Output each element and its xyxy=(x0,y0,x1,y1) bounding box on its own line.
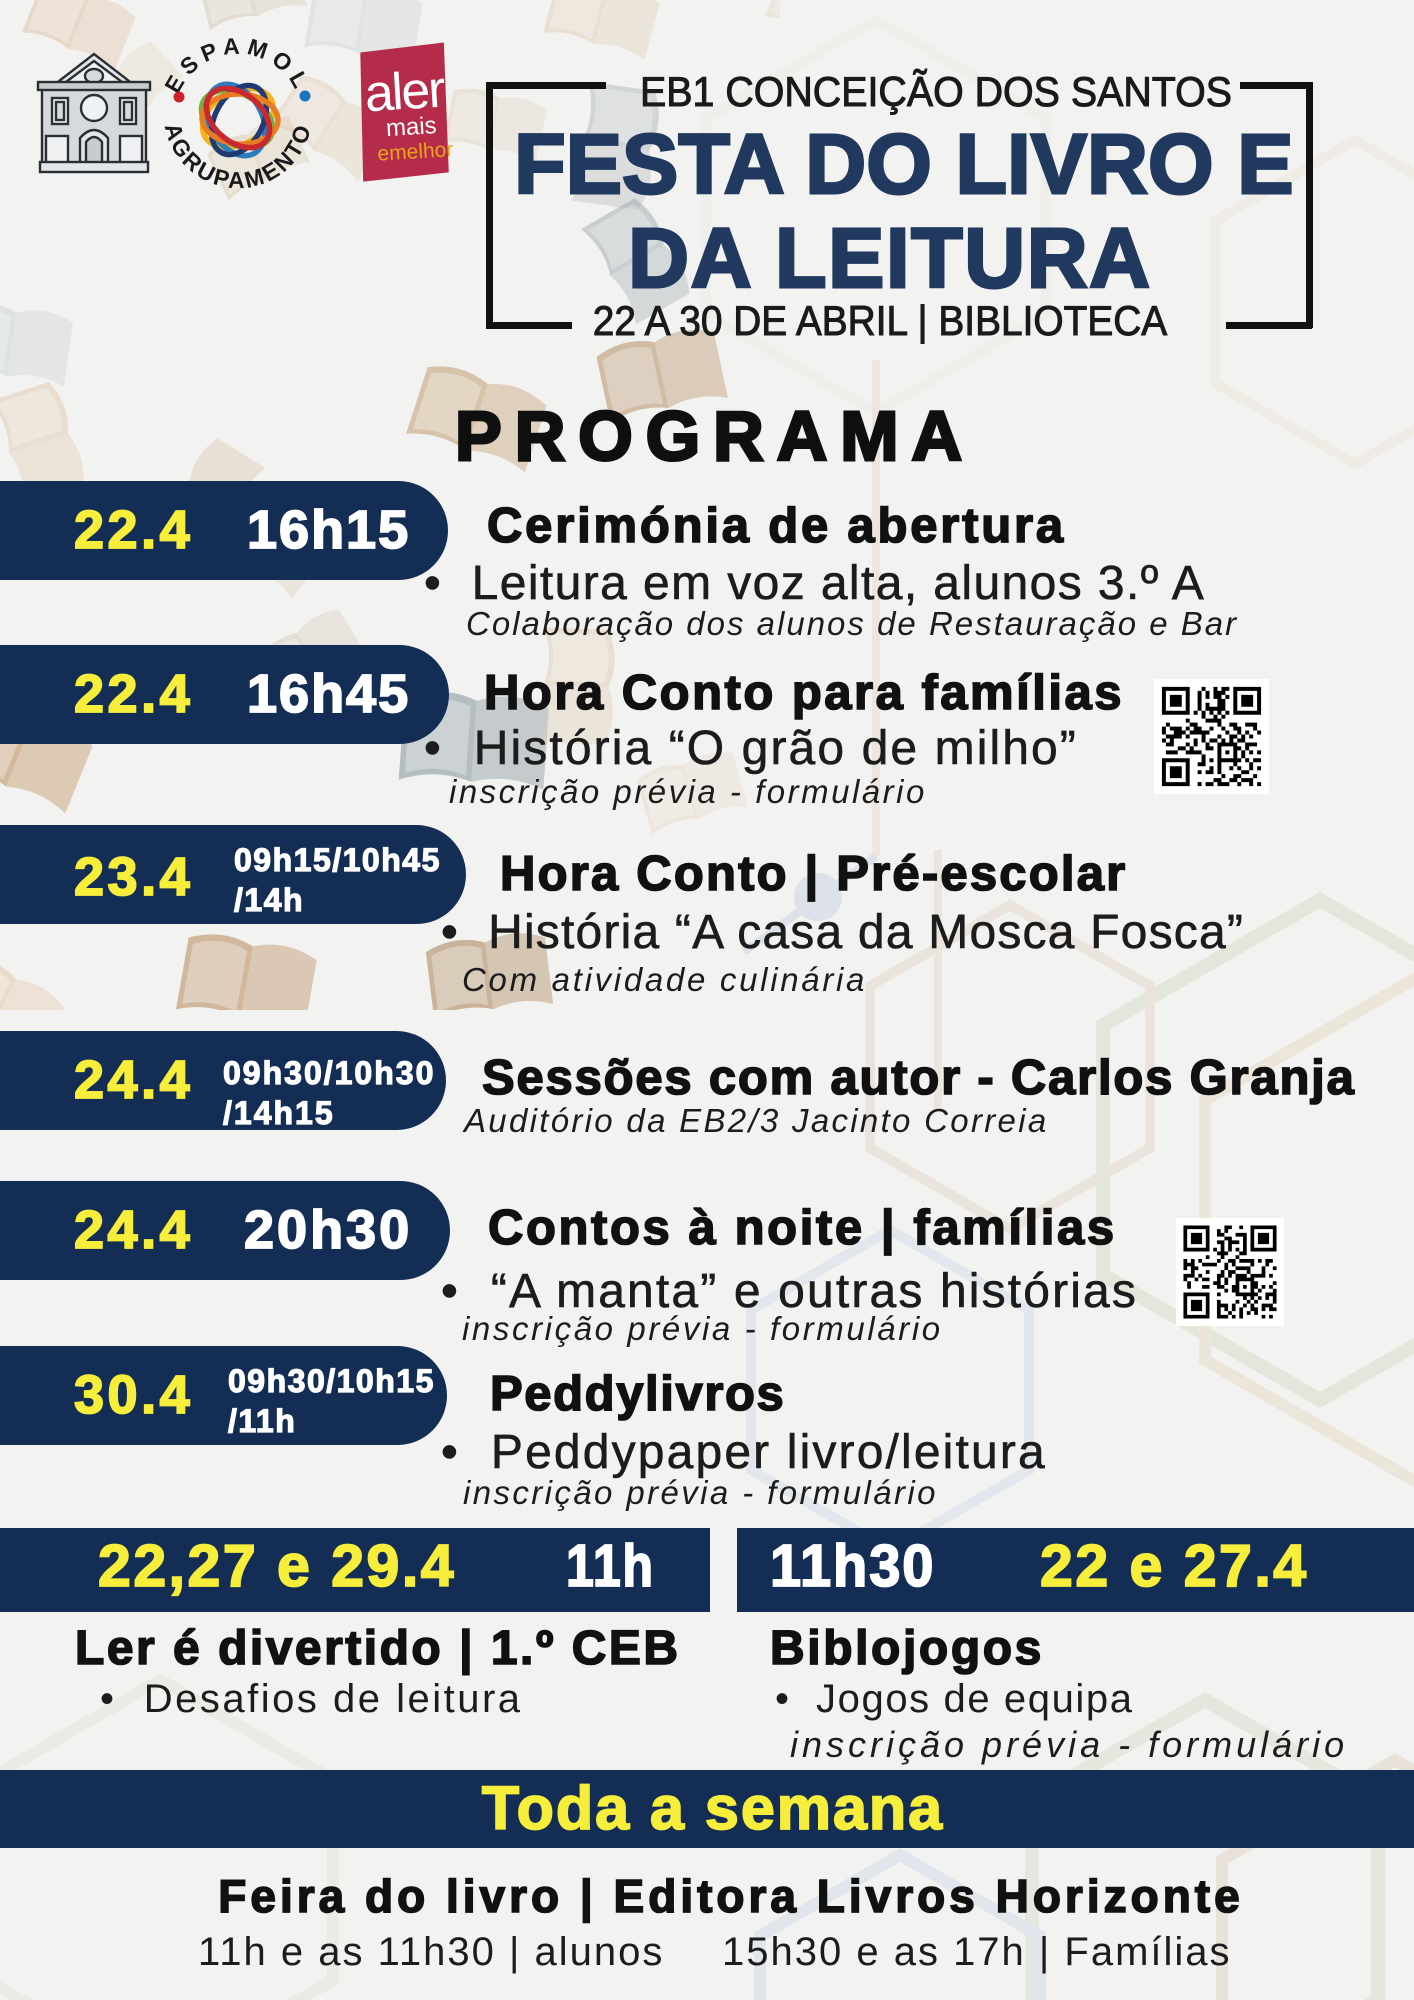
svg-text:mais: mais xyxy=(385,112,437,142)
svg-text:emelhor: emelhor xyxy=(377,138,454,166)
svg-text:aler: aler xyxy=(363,61,447,124)
